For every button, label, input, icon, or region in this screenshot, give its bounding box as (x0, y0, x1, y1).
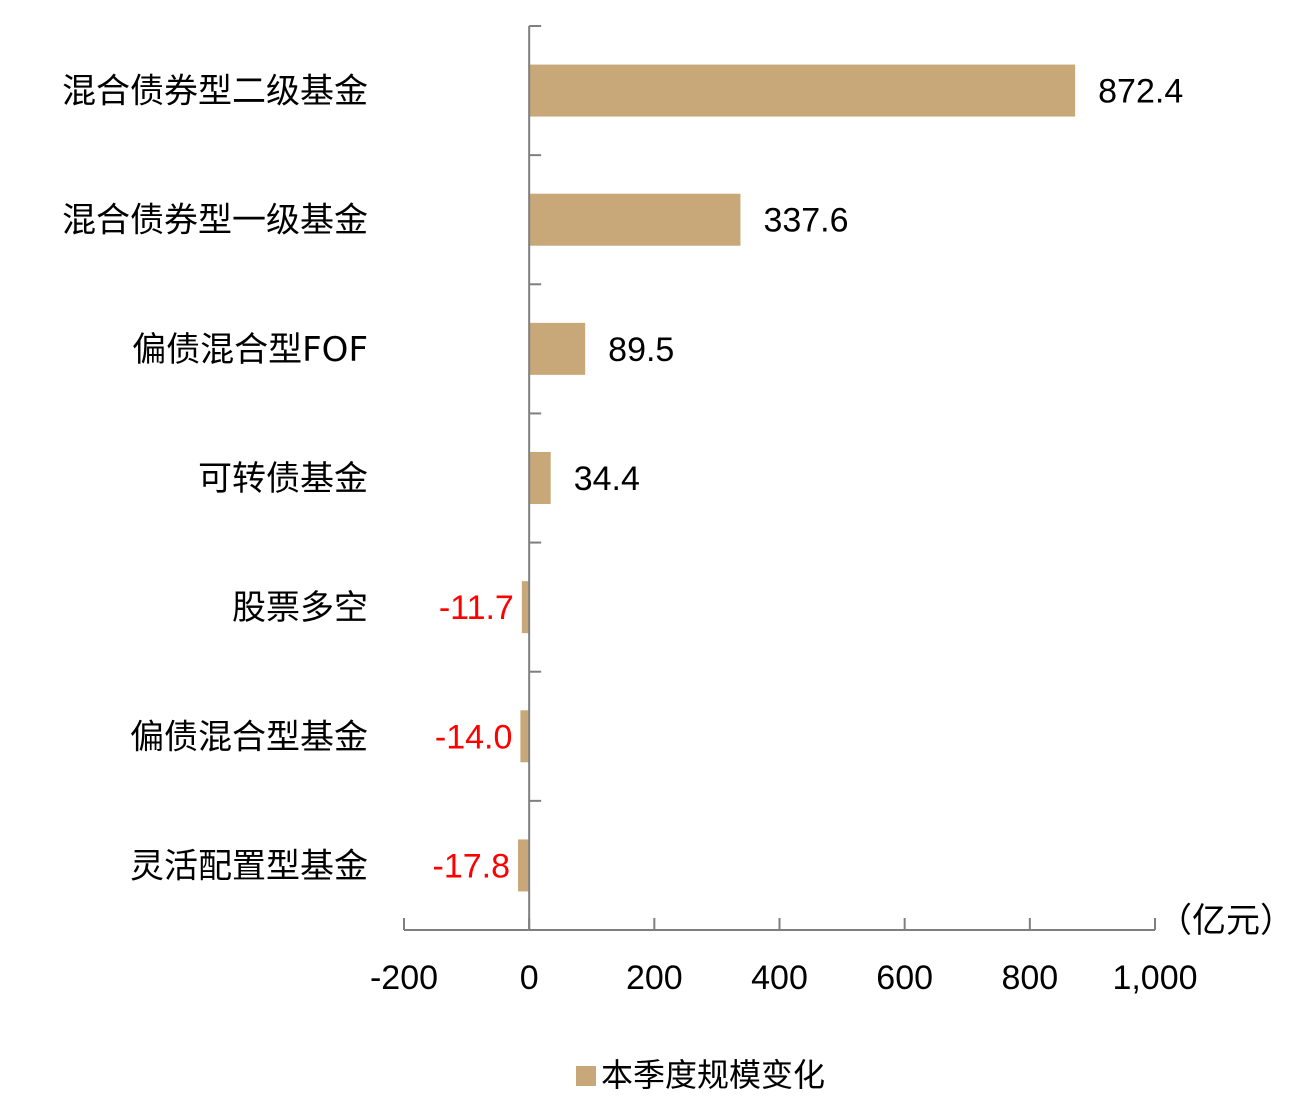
x-tick-label: 800 (1001, 959, 1058, 997)
data-label: 337.6 (763, 202, 848, 240)
x-axis-unit-label: （亿元） (1158, 901, 1294, 941)
data-label: -14.0 (435, 718, 513, 756)
legend-label: 本季度规模变化 (601, 1056, 825, 1094)
category-label: 股票多空 (232, 588, 368, 628)
x-tick-label: 0 (520, 959, 539, 997)
bar (521, 581, 530, 634)
x-tick-label: 600 (876, 959, 933, 997)
axes-layer (403, 25, 1156, 931)
labels-layer: 混合债券型二级基金 872.4 混合债券型一级基金 337.6 偏债混合型FOF 89.5… (62, 72, 1198, 997)
legend: 本季度规模变化 (576, 1056, 825, 1094)
category-label: 偏债混合型FOF (132, 330, 368, 370)
bar (520, 710, 530, 763)
category-label: 可转债基金 (198, 459, 368, 499)
category-label: 灵活配置型基金 (130, 846, 368, 886)
bars-layer (518, 64, 1076, 892)
category-label: 偏债混合型基金 (130, 717, 368, 757)
x-tick-label: -200 (370, 959, 438, 997)
bar (529, 193, 741, 246)
x-tick-label: 200 (626, 959, 683, 997)
bar (518, 839, 530, 892)
data-label: -17.8 (433, 847, 511, 885)
data-label: 872.4 (1098, 73, 1183, 111)
data-label: 89.5 (608, 331, 674, 369)
x-tick-label: 1,000 (1112, 959, 1197, 997)
legend-swatch (576, 1066, 596, 1086)
category-label: 混合债券型一级基金 (62, 201, 368, 241)
data-label: -11.7 (439, 589, 514, 627)
x-tick-label: 400 (751, 959, 808, 997)
bar (529, 64, 1076, 117)
category-label: 混合债券型二级基金 (62, 72, 368, 112)
data-label: 34.4 (574, 460, 640, 498)
bar (529, 322, 586, 375)
bar (529, 452, 551, 504)
